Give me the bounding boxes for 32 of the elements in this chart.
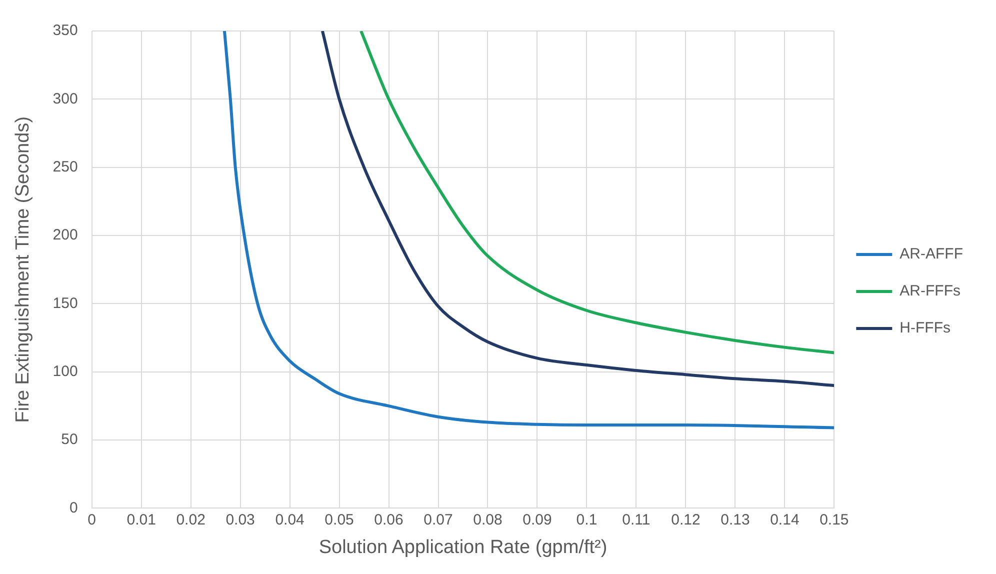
line-series bbox=[320, 31, 834, 387]
y-axis-title: Fire Extinguishment Time (Seconds) bbox=[12, 116, 34, 423]
y-tick-label: 150 bbox=[52, 294, 78, 312]
x-tick-label: 0 bbox=[88, 511, 96, 528]
x-tick-label: 0.08 bbox=[473, 511, 502, 528]
y-tick-label: 50 bbox=[61, 431, 78, 448]
x-tick-label: 0.11 bbox=[622, 511, 650, 528]
x-tick-label: 0.03 bbox=[226, 511, 255, 528]
y-tick-label: 0 bbox=[69, 499, 78, 516]
x-tick-label: 0.07 bbox=[424, 511, 453, 528]
y-tick-label: 300 bbox=[52, 90, 78, 108]
x-tick-label: 0.13 bbox=[720, 511, 750, 528]
legend-label: AR-FFFs bbox=[900, 282, 961, 300]
legend-label: AR-AFFF bbox=[900, 246, 964, 263]
legend-label: H-FFFs bbox=[900, 320, 951, 337]
x-axis-title: Solution Application Rate (gpm/ft²) bbox=[318, 536, 608, 558]
y-tick-label: 200 bbox=[52, 226, 78, 244]
x-tick-label: 0.09 bbox=[522, 511, 552, 528]
x-tick-label: 0.06 bbox=[374, 511, 404, 528]
x-tick-label: 0.15 bbox=[820, 511, 849, 528]
x-tick-label: 0.1 bbox=[576, 511, 598, 528]
x-tick-label: 0.01 bbox=[126, 511, 156, 528]
x-tick-label: 0.05 bbox=[324, 511, 354, 528]
x-tick-label: 0.04 bbox=[275, 511, 304, 528]
x-tick-label: 0.14 bbox=[770, 511, 800, 528]
x-tick-label: 0.02 bbox=[176, 511, 206, 528]
line-series bbox=[360, 31, 834, 354]
y-tick-label: 250 bbox=[52, 158, 78, 176]
y-tick-label: 350 bbox=[52, 22, 78, 40]
line-series bbox=[222, 31, 834, 430]
y-tick-label: 100 bbox=[52, 363, 78, 380]
x-tick-label: 0.12 bbox=[671, 511, 700, 528]
